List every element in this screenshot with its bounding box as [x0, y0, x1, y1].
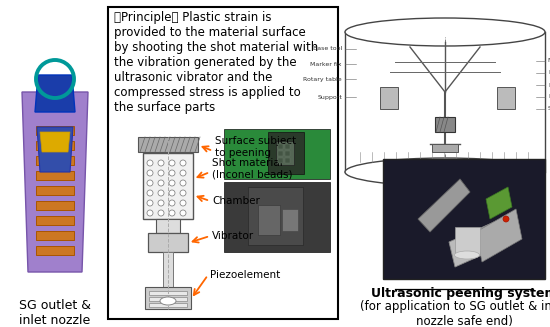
Bar: [258, 205, 280, 235]
Polygon shape: [40, 132, 70, 152]
Polygon shape: [486, 187, 512, 219]
Text: (for application to SG outlet & inlet
nozzle safe end): (for application to SG outlet & inlet no…: [360, 300, 550, 327]
Circle shape: [180, 160, 186, 166]
Text: Shot material
(Inconel beads): Shot material (Inconel beads): [212, 158, 293, 180]
Text: Support: Support: [317, 95, 342, 99]
Circle shape: [158, 160, 164, 166]
Text: Marker fix: Marker fix: [311, 61, 342, 66]
Bar: [145, 287, 191, 309]
Bar: [224, 182, 330, 252]
Ellipse shape: [345, 18, 545, 46]
Text: Chamber: Chamber: [212, 196, 260, 206]
Bar: [163, 252, 173, 287]
Circle shape: [169, 200, 175, 206]
Polygon shape: [36, 171, 74, 180]
Bar: [285, 158, 290, 163]
Bar: [224, 129, 330, 179]
Circle shape: [158, 190, 164, 196]
Polygon shape: [449, 222, 500, 267]
Circle shape: [180, 190, 186, 196]
Bar: [278, 158, 283, 163]
Bar: [432, 144, 458, 152]
Text: Base tool: Base tool: [313, 46, 342, 51]
Text: Rotary table: Rotary table: [304, 77, 342, 81]
Ellipse shape: [160, 297, 176, 305]
Circle shape: [180, 210, 186, 216]
Circle shape: [147, 190, 153, 196]
Circle shape: [158, 170, 164, 176]
Bar: [282, 209, 298, 231]
Bar: [278, 151, 283, 156]
Bar: [383, 159, 545, 279]
Bar: [285, 144, 290, 149]
Bar: [149, 297, 187, 301]
Polygon shape: [36, 186, 74, 195]
Bar: [248, 187, 303, 245]
Text: Piezoelement: Piezoelement: [210, 270, 280, 280]
Text: Surface subject
to peening: Surface subject to peening: [215, 136, 296, 158]
Bar: [276, 141, 294, 165]
Polygon shape: [36, 246, 74, 255]
Text: Monitor: Monitor: [548, 95, 550, 99]
Polygon shape: [476, 209, 522, 262]
Circle shape: [180, 200, 186, 206]
Text: Vibrator: Vibrator: [212, 231, 254, 241]
Circle shape: [147, 200, 153, 206]
Bar: [149, 291, 187, 295]
Text: Nozzle safe end: Nozzle safe end: [548, 59, 550, 63]
Polygon shape: [36, 156, 74, 165]
Bar: [156, 219, 180, 233]
Text: Nozzle: Nozzle: [548, 71, 550, 76]
Circle shape: [158, 180, 164, 186]
Circle shape: [169, 170, 175, 176]
Circle shape: [147, 170, 153, 176]
Polygon shape: [36, 126, 74, 135]
Bar: [380, 87, 398, 109]
Circle shape: [169, 160, 175, 166]
Circle shape: [169, 190, 175, 196]
Circle shape: [503, 216, 509, 222]
Bar: [108, 7, 338, 319]
Bar: [435, 117, 455, 132]
Polygon shape: [36, 216, 74, 225]
Bar: [138, 137, 198, 152]
Text: Ultrasonic peening system: Ultrasonic peening system: [371, 287, 550, 300]
Bar: [278, 144, 283, 149]
Polygon shape: [22, 92, 88, 272]
Text: Manipulator: Manipulator: [548, 82, 550, 88]
Bar: [143, 153, 193, 219]
Circle shape: [147, 180, 153, 186]
Polygon shape: [455, 227, 480, 255]
Circle shape: [169, 210, 175, 216]
Bar: [149, 303, 187, 307]
Circle shape: [169, 180, 175, 186]
Circle shape: [158, 210, 164, 216]
Bar: [268, 132, 304, 174]
Circle shape: [180, 180, 186, 186]
Bar: [148, 233, 188, 252]
Polygon shape: [36, 141, 74, 150]
Ellipse shape: [454, 251, 480, 259]
Circle shape: [147, 160, 153, 166]
Polygon shape: [36, 231, 74, 240]
Ellipse shape: [345, 158, 545, 186]
Text: 【Principle】 Plastic strain is
provided to the material surface
by shooting the s: 【Principle】 Plastic strain is provided t…: [114, 11, 318, 114]
Bar: [285, 151, 290, 156]
Text: SG outlet &
inlet nozzle
welds: SG outlet & inlet nozzle welds: [19, 299, 91, 327]
Circle shape: [147, 210, 153, 216]
Circle shape: [180, 170, 186, 176]
Polygon shape: [36, 201, 74, 210]
Polygon shape: [418, 179, 470, 232]
Circle shape: [158, 200, 164, 206]
Text: Slide table: Slide table: [548, 107, 550, 112]
Bar: [497, 87, 515, 109]
Polygon shape: [35, 75, 75, 112]
Polygon shape: [37, 127, 73, 172]
